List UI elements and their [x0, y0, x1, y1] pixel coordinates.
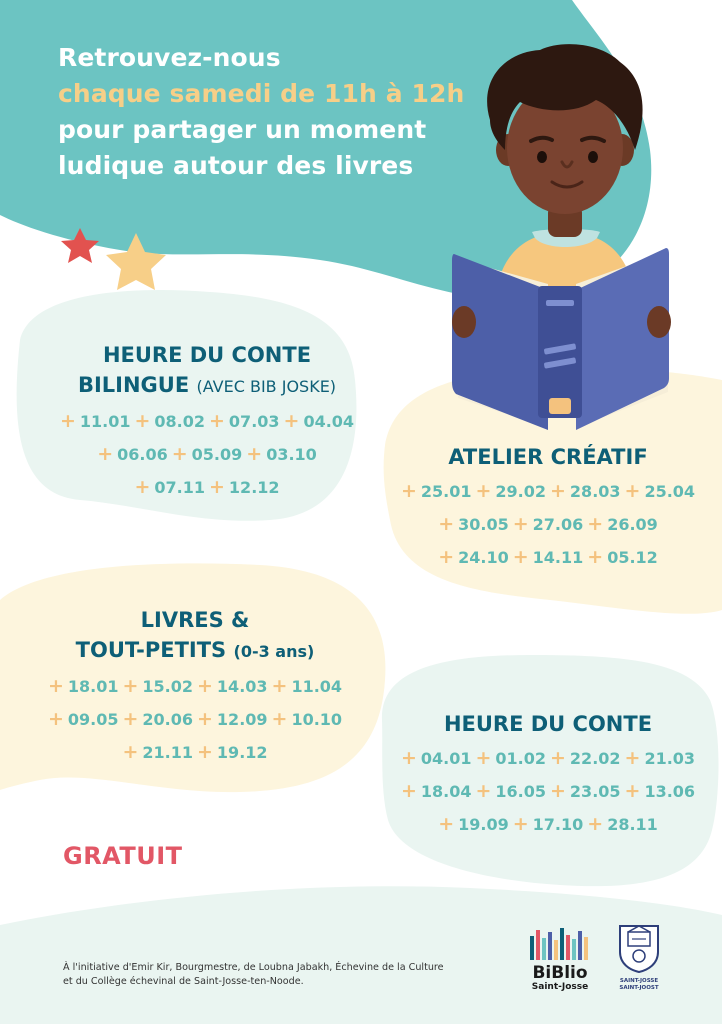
section-title: LIVRES & TOUT-PETITS (0-3 ans) [28, 605, 362, 667]
section-title-note: (AVEC BIB JOSKE) [196, 377, 337, 396]
dates-row: 04.0101.0222.0221.03 [383, 742, 713, 775]
date-item: 19.09 [438, 808, 509, 841]
dates-row: 25.0129.0228.0325.04 [388, 475, 708, 508]
dates-row: 21.1119.12 [28, 736, 362, 769]
date-item: 25.04 [625, 475, 695, 508]
biblio-logo: BiBlio Saint-Josse [528, 926, 592, 996]
biblio-logo-name: BiBlio [532, 963, 588, 983]
boy-reading-book-illustration [452, 44, 671, 430]
footer-line-2: et du Collège échevinal de Saint-Josse-t… [63, 976, 304, 987]
section-title: HEURE DU CONTE BILINGUE (AVEC BIB JOSKE) [40, 340, 374, 402]
star-icon [106, 233, 166, 290]
date-item: 21.11 [122, 736, 193, 769]
dates-row: 24.1014.1105.12 [388, 541, 708, 574]
date-item: 22.02 [550, 742, 621, 775]
date-item: 03.10 [246, 438, 317, 471]
biblio-logo-city: Saint-Josse [531, 982, 589, 992]
date-item: 18.04 [401, 775, 472, 808]
section-title-line-1: LIVRES & [140, 608, 250, 632]
headline-schedule: chaque samedi de 11h à 12h [58, 79, 465, 108]
dates-list: 25.0129.0228.0325.04 30.0527.0626.09 24.… [388, 475, 708, 574]
date-item: 17.10 [513, 808, 584, 841]
dates-row: 18.0416.0523.0513.06 [383, 775, 713, 808]
free-label: GRATUIT [63, 842, 183, 870]
date-item: 09.05 [48, 703, 119, 736]
footer-mint-band [0, 886, 722, 1024]
headline: Retrouvez-nous chaque samedi de 11h à 12… [58, 40, 478, 184]
date-item: 12.12 [209, 471, 280, 504]
footer-credits: À l'initiative d'Emir Kir, Bourgmestre, … [63, 961, 503, 989]
section-heure-du-conte: HEURE DU CONTE 04.0101.0222.0221.03 18.0… [383, 709, 713, 841]
date-item: 14.03 [197, 670, 268, 703]
dates-row: 30.0527.0626.09 [388, 508, 708, 541]
section-tout-petits: LIVRES & TOUT-PETITS (0-3 ans) 18.0115.0… [28, 605, 362, 769]
date-item: 23.05 [550, 775, 621, 808]
commune-logo-name-nl: SAINT-JOOST [619, 985, 659, 991]
date-item: 11.01 [60, 405, 131, 438]
date-item: 26.09 [587, 508, 658, 541]
date-item: 12.09 [197, 703, 268, 736]
date-item: 01.02 [475, 742, 546, 775]
dates-list: 04.0101.0222.0221.03 18.0416.0523.0513.0… [383, 742, 713, 841]
date-item: 28.03 [550, 475, 621, 508]
date-item: 07.11 [134, 471, 205, 504]
dates-row: 11.0108.0207.0304.04 [40, 405, 374, 438]
header-teal-blob [0, 0, 652, 300]
date-item: 19.12 [197, 736, 268, 769]
date-item: 05.09 [172, 438, 243, 471]
date-item: 11.04 [272, 670, 342, 703]
headline-line-4: ludique autour des livres [58, 151, 414, 180]
section-title-line-2: BILINGUE [77, 373, 190, 397]
section-conte-bilingue: HEURE DU CONTE BILINGUE (AVEC BIB JOSKE)… [40, 340, 374, 504]
dates-row: 09.0520.0612.0910.10 [28, 703, 362, 736]
headline-line-1: Retrouvez-nous [58, 43, 281, 72]
dates-row: 06.0605.0903.10 [40, 438, 374, 471]
date-item: 18.01 [48, 670, 119, 703]
date-item: 29.02 [475, 475, 546, 508]
dates-list: 18.0115.0214.0311.04 09.0520.0612.0910.1… [28, 670, 362, 769]
date-item: 05.12 [587, 541, 658, 574]
date-item: 16.05 [475, 775, 546, 808]
commune-logo-name-fr: SAINT-JOSSE [619, 978, 659, 984]
date-item: 06.06 [97, 438, 168, 471]
commune-logo: SAINT-JOSSE SAINT-JOOST [614, 922, 664, 996]
date-item: 27.06 [513, 508, 584, 541]
date-item: 08.02 [134, 405, 205, 438]
star-icon [61, 228, 99, 263]
section-title: ATELIER CRÉATIF [448, 445, 648, 469]
date-item: 28.11 [587, 808, 658, 841]
footer-line-1: À l'initiative d'Emir Kir, Bourgmestre, … [63, 962, 444, 973]
section-title-line-2: TOUT-PETITS [75, 638, 227, 662]
date-item: 04.04 [284, 405, 354, 438]
coat-of-arms-icon [619, 925, 659, 974]
section-atelier-creatif: ATELIER CRÉATIF 25.0129.0228.0325.04 30.… [388, 442, 708, 574]
date-item: 04.01 [401, 742, 472, 775]
section-title-note: (0-3 ans) [233, 642, 315, 661]
section-title-line-1: HEURE DU CONTE [102, 343, 312, 367]
dates-row: 19.0917.1028.11 [383, 808, 713, 841]
date-item: 21.03 [625, 742, 695, 775]
date-item: 13.06 [625, 775, 695, 808]
date-item: 15.02 [122, 670, 193, 703]
date-item: 20.06 [122, 703, 193, 736]
date-item: 30.05 [438, 508, 509, 541]
section-title: HEURE DU CONTE [443, 712, 653, 736]
dates-row: 07.1112.12 [40, 471, 374, 504]
date-item: 14.11 [513, 541, 584, 574]
dates-list: 11.0108.0207.0304.04 06.0605.0903.10 07.… [40, 405, 374, 504]
date-item: 10.10 [272, 703, 342, 736]
biblio-logo-icon [530, 928, 588, 960]
date-item: 07.03 [209, 405, 280, 438]
date-item: 24.10 [438, 541, 509, 574]
dates-row: 18.0115.0214.0311.04 [28, 670, 362, 703]
date-item: 25.01 [401, 475, 472, 508]
headline-line-3: pour partager un moment [58, 115, 427, 144]
